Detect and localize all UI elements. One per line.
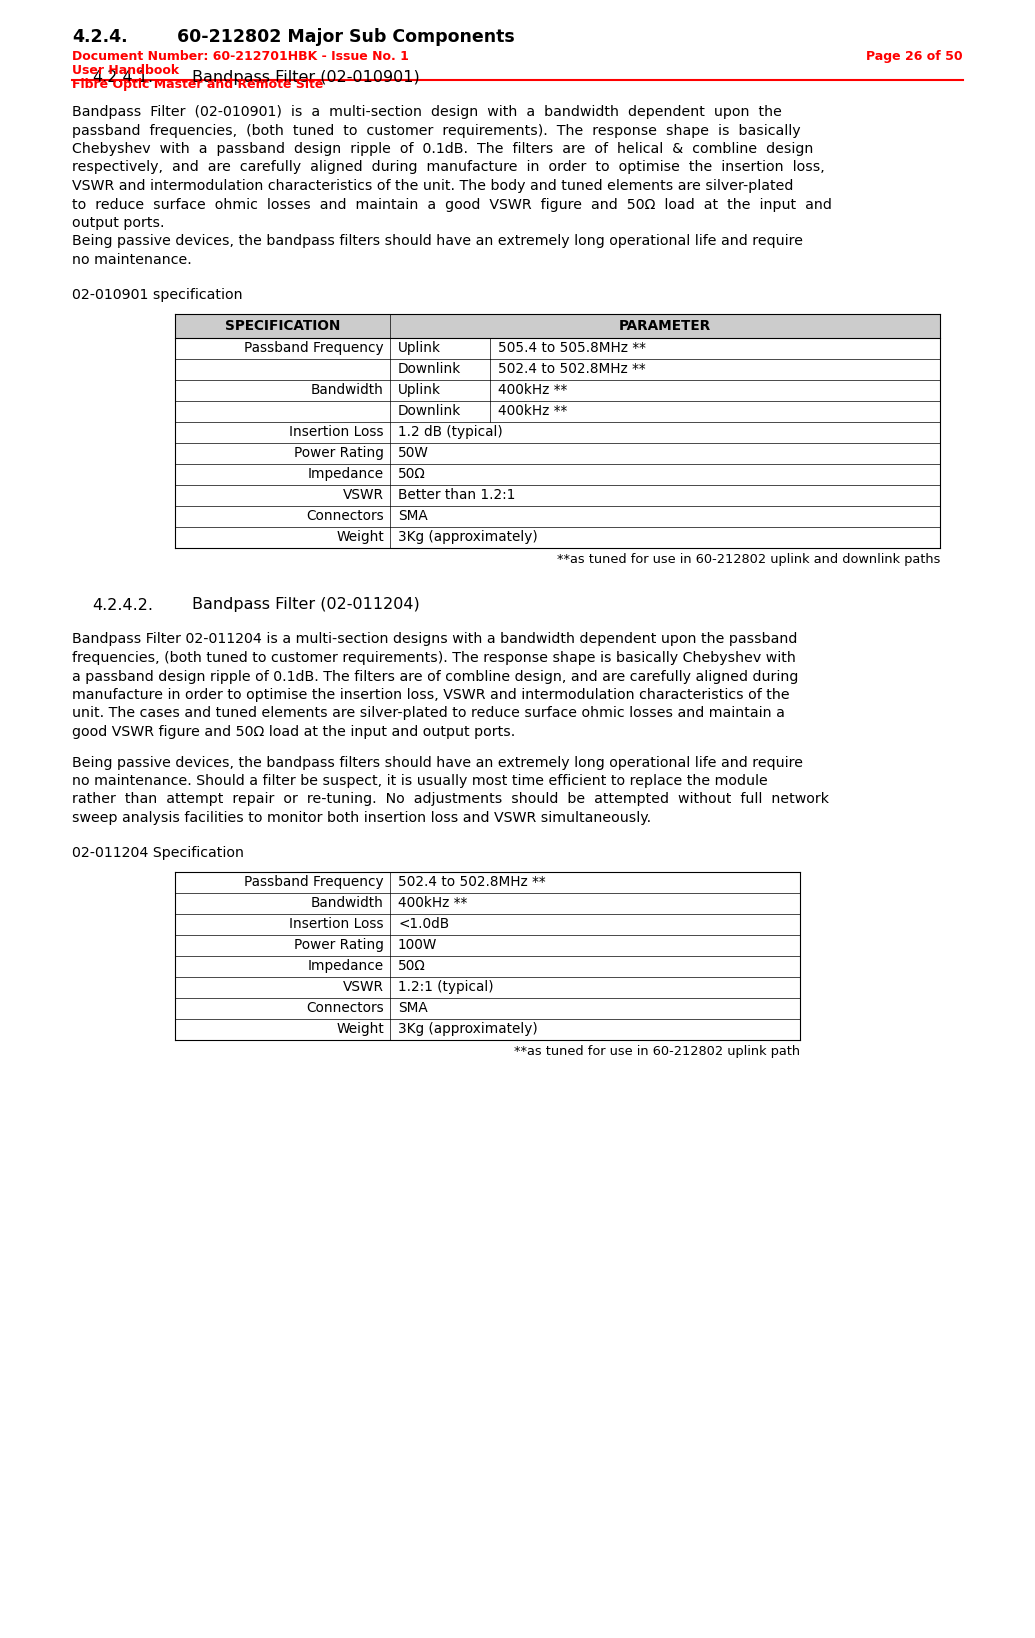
- Text: 502.4 to 502.8MHz **: 502.4 to 502.8MHz **: [398, 875, 545, 889]
- Text: <1.0dB: <1.0dB: [398, 917, 449, 930]
- Text: Power Rating: Power Rating: [294, 939, 384, 952]
- Text: frequencies, (both tuned to customer requirements). The response shape is basica: frequencies, (both tuned to customer req…: [72, 650, 796, 665]
- Text: PARAMETER: PARAMETER: [619, 318, 711, 333]
- Text: Bandwidth: Bandwidth: [312, 896, 384, 911]
- Text: Weight: Weight: [336, 531, 384, 544]
- Text: 02-010901 specification: 02-010901 specification: [72, 288, 242, 301]
- Text: Document Number: 60-212701HBK - Issue No. 1: Document Number: 60-212701HBK - Issue No…: [72, 51, 409, 62]
- Text: manufacture in order to optimise the insertion loss, VSWR and intermodulation ch: manufacture in order to optimise the ins…: [72, 688, 790, 703]
- Text: Bandpass Filter 02-011204 is a multi-section designs with a bandwidth dependent : Bandpass Filter 02-011204 is a multi-sec…: [72, 632, 797, 647]
- Text: 3Kg (approximately): 3Kg (approximately): [398, 1022, 538, 1035]
- Text: Passband Frequency: Passband Frequency: [244, 875, 384, 889]
- Text: SPECIFICATION: SPECIFICATION: [225, 318, 341, 333]
- Text: Power Rating: Power Rating: [294, 446, 384, 460]
- Text: Passband Frequency: Passband Frequency: [244, 341, 384, 355]
- Text: **as tuned for use in 60-212802 uplink and downlink paths: **as tuned for use in 60-212802 uplink a…: [557, 554, 940, 567]
- Text: Connectors: Connectors: [306, 509, 384, 523]
- Text: 502.4 to 502.8MHz **: 502.4 to 502.8MHz **: [498, 362, 646, 377]
- Text: 4.2.4.2.: 4.2.4.2.: [92, 598, 153, 613]
- Text: a passband design ripple of 0.1dB. The filters are of combline design, and are c: a passband design ripple of 0.1dB. The f…: [72, 670, 798, 683]
- Text: 50Ω: 50Ω: [398, 958, 425, 973]
- Text: output ports.: output ports.: [72, 216, 165, 229]
- Text: Bandwidth: Bandwidth: [312, 383, 384, 396]
- Text: rather  than  attempt  repair  or  re-tuning.  No  adjustments  should  be  atte: rather than attempt repair or re-tuning.…: [72, 793, 829, 806]
- Text: Bandpass Filter (02-010901): Bandpass Filter (02-010901): [193, 70, 420, 85]
- Text: 400kHz **: 400kHz **: [498, 405, 567, 418]
- Text: Being passive devices, the bandpass filters should have an extremely long operat: Being passive devices, the bandpass filt…: [72, 755, 803, 770]
- Text: SMA: SMA: [398, 1001, 427, 1016]
- Text: VSWR and intermodulation characteristics of the unit. The body and tuned element: VSWR and intermodulation characteristics…: [72, 179, 794, 193]
- Text: Page 26 of 50: Page 26 of 50: [866, 51, 963, 62]
- Text: no maintenance.: no maintenance.: [72, 252, 191, 267]
- Bar: [175, 313, 940, 337]
- Text: **as tuned for use in 60-212802 uplink path: **as tuned for use in 60-212802 uplink p…: [513, 1045, 800, 1058]
- Text: 1.2:1 (typical): 1.2:1 (typical): [398, 980, 494, 994]
- Text: Uplink: Uplink: [398, 383, 441, 396]
- Text: 50W: 50W: [398, 446, 428, 460]
- Text: 4.2.4.1.: 4.2.4.1.: [92, 70, 153, 85]
- Text: 60-212802 Major Sub Components: 60-212802 Major Sub Components: [177, 28, 514, 46]
- Text: 505.4 to 505.8MHz **: 505.4 to 505.8MHz **: [498, 341, 646, 355]
- Text: sweep analysis facilities to monitor both insertion loss and VSWR simultaneously: sweep analysis facilities to monitor bot…: [72, 811, 651, 826]
- Text: Bandpass Filter (02-011204): Bandpass Filter (02-011204): [193, 598, 420, 613]
- Text: Insertion Loss: Insertion Loss: [290, 917, 384, 930]
- Text: Fibre Optic Master and Remote Site: Fibre Optic Master and Remote Site: [72, 79, 323, 92]
- Text: 4.2.4.: 4.2.4.: [72, 28, 127, 46]
- Text: 02-011204 Specification: 02-011204 Specification: [72, 845, 244, 860]
- Text: 3Kg (approximately): 3Kg (approximately): [398, 531, 538, 544]
- Text: 50Ω: 50Ω: [398, 467, 425, 482]
- Text: no maintenance. Should a filter be suspect, it is usually most time efficient to: no maintenance. Should a filter be suspe…: [72, 775, 768, 788]
- Text: 100W: 100W: [398, 939, 438, 952]
- Text: Better than 1.2:1: Better than 1.2:1: [398, 488, 515, 501]
- Text: Downlink: Downlink: [398, 405, 462, 418]
- Text: 400kHz **: 400kHz **: [498, 383, 567, 396]
- Text: User Handbook: User Handbook: [72, 64, 179, 77]
- Text: respectively,  and  are  carefully  aligned  during  manufacture  in  order  to : respectively, and are carefully aligned …: [72, 161, 825, 175]
- Text: passband  frequencies,  (both  tuned  to  customer  requirements).  The  respons: passband frequencies, (both tuned to cus…: [72, 123, 801, 138]
- Text: Chebyshev  with  a  passband  design  ripple  of  0.1dB.  The  filters  are  of : Chebyshev with a passband design ripple …: [72, 143, 814, 156]
- Text: VSWR: VSWR: [343, 980, 384, 994]
- Text: Connectors: Connectors: [306, 1001, 384, 1016]
- Text: Uplink: Uplink: [398, 341, 441, 355]
- Text: good VSWR figure and 50Ω load at the input and output ports.: good VSWR figure and 50Ω load at the inp…: [72, 726, 515, 739]
- Text: SMA: SMA: [398, 509, 427, 523]
- Text: Weight: Weight: [336, 1022, 384, 1035]
- Text: Downlink: Downlink: [398, 362, 462, 377]
- Text: Insertion Loss: Insertion Loss: [290, 424, 384, 439]
- Text: Being passive devices, the bandpass filters should have an extremely long operat: Being passive devices, the bandpass filt…: [72, 234, 803, 249]
- Text: 400kHz **: 400kHz **: [398, 896, 467, 911]
- Text: to  reduce  surface  ohmic  losses  and  maintain  a  good  VSWR  figure  and  5: to reduce surface ohmic losses and maint…: [72, 198, 832, 211]
- Text: 1.2 dB (typical): 1.2 dB (typical): [398, 424, 503, 439]
- Text: Impedance: Impedance: [307, 958, 384, 973]
- Text: unit. The cases and tuned elements are silver-plated to reduce surface ohmic los: unit. The cases and tuned elements are s…: [72, 706, 785, 721]
- Text: Bandpass  Filter  (02-010901)  is  a  multi-section  design  with  a  bandwidth : Bandpass Filter (02-010901) is a multi-s…: [72, 105, 781, 120]
- Text: VSWR: VSWR: [343, 488, 384, 501]
- Text: Impedance: Impedance: [307, 467, 384, 482]
